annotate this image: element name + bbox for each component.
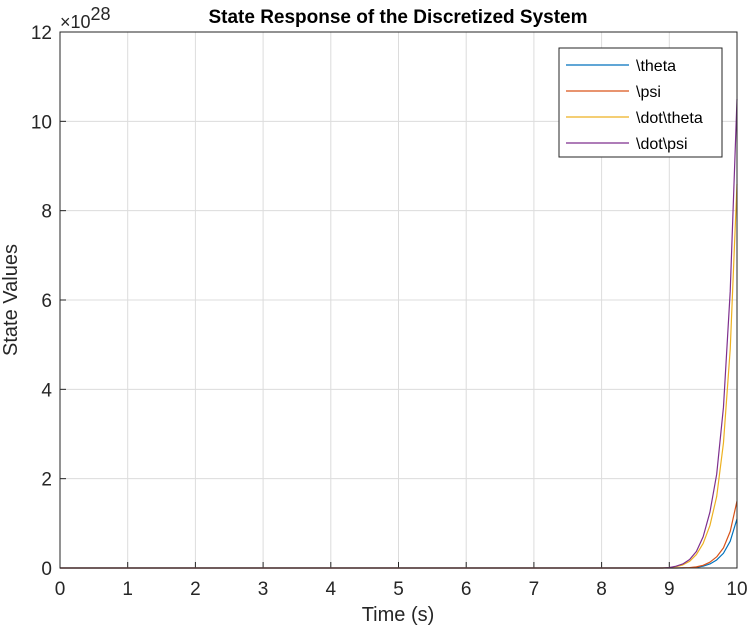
- x-tick-label: 2: [190, 579, 201, 600]
- y-tick-label: 2: [41, 470, 52, 491]
- y-axis-label: State Values: [0, 244, 22, 356]
- x-tick-label: 5: [393, 579, 404, 600]
- legend: \theta \psi \dot\theta \dot\psi: [558, 47, 723, 158]
- x-tick-label: 4: [326, 579, 337, 600]
- x-tick-label: 9: [664, 579, 675, 600]
- legend-label: \dot\theta: [636, 110, 703, 127]
- legend-box: [558, 47, 723, 158]
- x-tick-label: 6: [461, 579, 472, 600]
- y-axis-multiplier: ×1028: [60, 4, 111, 32]
- x-tick-label: 8: [596, 579, 607, 600]
- y-tick-label: 10: [31, 112, 52, 133]
- y-tick-labels: 0 2 4 6 8 10 12: [31, 23, 53, 580]
- y-tick-label: 6: [41, 291, 52, 312]
- y-tick-label: 0: [41, 559, 52, 580]
- x-tick-labels: 0 1 2 3 4 5 6 7 8 9 10: [55, 579, 748, 600]
- x-tick-label: 10: [726, 579, 747, 600]
- legend-label: \dot\psi: [636, 136, 688, 153]
- y-tick-label: 12: [31, 23, 52, 44]
- axes-box: [59, 31, 738, 569]
- y-tick-label: 8: [41, 202, 52, 223]
- x-tick-label: 0: [55, 579, 66, 600]
- x-axis-label: Time (s): [362, 604, 435, 626]
- x-tick-label: 3: [258, 579, 269, 600]
- y-tick-label: 4: [41, 380, 52, 401]
- x-tick-label: 1: [122, 579, 133, 600]
- x-tick-label: 7: [529, 579, 540, 600]
- legend-label: \psi: [636, 84, 661, 101]
- chart-title: State Response of the Discretized System: [208, 7, 587, 28]
- legend-label: \theta: [636, 58, 676, 75]
